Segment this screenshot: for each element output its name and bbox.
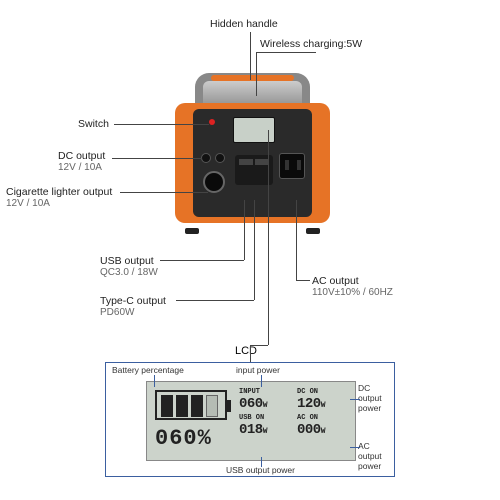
leader-lcd-v <box>268 130 269 345</box>
dc-output-title: DC output <box>58 150 105 162</box>
cigarette-lighter-port <box>203 171 225 193</box>
leader-ac-h <box>296 280 310 281</box>
leader-ac-v <box>296 200 297 280</box>
pleader-dc <box>350 399 360 400</box>
ac-outlet <box>279 153 305 179</box>
readout-input: INPUT 060W <box>239 388 293 412</box>
power-switch <box>209 119 215 125</box>
leader-wireless-h <box>256 52 316 53</box>
cig-title: Cigarette lighter output <box>6 186 112 198</box>
leader-wireless-v <box>256 52 257 96</box>
product-illustration <box>175 95 330 230</box>
leader-typec-h <box>176 300 254 301</box>
label-wireless: Wireless charging:5W <box>260 38 362 50</box>
battery-cell <box>161 395 173 417</box>
leader-lcd-elbow <box>250 345 268 346</box>
pleader-usb <box>261 457 262 467</box>
leader-typec-v <box>254 200 255 300</box>
battery-cell <box>191 395 203 417</box>
usb-sub: QC3.0 / 18W <box>100 267 158 278</box>
ac-sub: 110V±10% / 60HZ <box>312 287 393 298</box>
usb-title: USB output <box>100 255 154 267</box>
pleader-input <box>261 375 262 387</box>
label-lcd: LCD <box>235 345 257 357</box>
lcd-detail-screen: 060% INPUT 060W DC ON 120W USB ON 018W <box>146 381 356 461</box>
leader-lcd-drop <box>250 345 251 362</box>
leader-usb-h <box>160 260 244 261</box>
battery-icon <box>155 390 227 420</box>
dc-port-1 <box>201 153 211 163</box>
leader-dc <box>112 158 202 159</box>
dc-port-2 <box>215 153 225 163</box>
pleader-batt <box>154 375 155 387</box>
readout-ac: AC ON 000W <box>297 414 351 438</box>
typec-sub: PD60W <box>100 307 166 318</box>
leader-hidden-handle <box>250 32 251 80</box>
label-hidden-handle: Hidden handle <box>210 18 278 30</box>
cig-sub: 12V / 10A <box>6 198 112 209</box>
lcd-readout-grid: INPUT 060W DC ON 120W USB ON 018W AC ON <box>239 388 351 440</box>
label-typec: Type-C output PD60W <box>100 295 166 318</box>
lcd-detail-panel: 060% INPUT 060W DC ON 120W USB ON 018W <box>105 362 395 477</box>
label-cigarette: Cigarette lighter output 12V / 10A <box>6 186 112 209</box>
label-ac: AC output 110V±10% / 60HZ <box>312 275 393 298</box>
plabel-input: input power <box>236 365 280 375</box>
typec-title: Type-C output <box>100 295 166 307</box>
label-usb: USB output QC3.0 / 18W <box>100 255 158 278</box>
plabel-battery: Battery percentage <box>112 365 184 375</box>
label-switch: Switch <box>78 118 109 130</box>
leader-switch <box>114 124 209 125</box>
leader-usb-v <box>244 200 245 260</box>
ac-title: AC output <box>312 275 359 287</box>
label-dc-output: DC output 12V / 10A <box>58 150 105 173</box>
plabel-ac: AC output power <box>358 441 394 471</box>
readout-dc: DC ON 120W <box>297 388 351 412</box>
handle <box>195 73 310 103</box>
battery-cell <box>206 395 218 417</box>
battery-cell <box>176 395 188 417</box>
product-callout-diagram: Hidden handle Wireless charging:5W Switc… <box>0 0 500 500</box>
leader-cig <box>120 192 208 193</box>
plabel-dc: DC output power <box>358 383 394 413</box>
pleader-ac <box>350 447 360 448</box>
dc-output-sub: 12V / 10A <box>58 162 105 173</box>
feet <box>185 228 199 234</box>
battery-percentage: 060% <box>155 426 212 451</box>
readout-usb: USB ON 018W <box>239 414 293 438</box>
